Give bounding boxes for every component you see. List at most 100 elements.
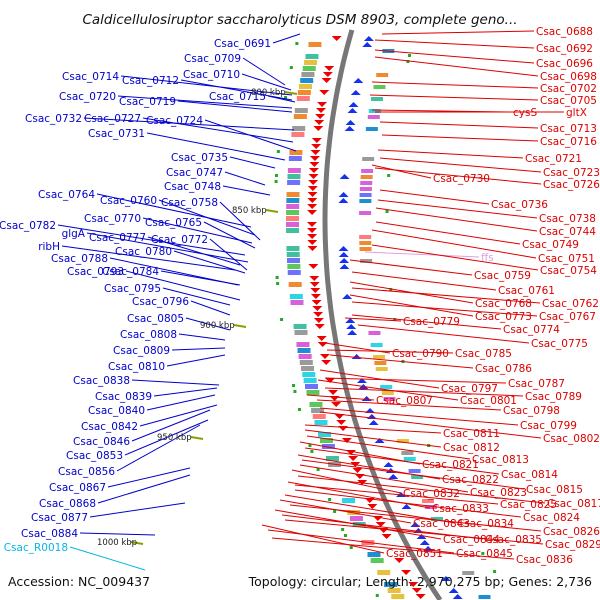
- gene-label-left[interactable]: Csac_0777: [89, 232, 146, 244]
- gene-label-right[interactable]: Csac_0851: [386, 548, 443, 560]
- gene-label-left[interactable]: Csac_0735: [171, 152, 228, 164]
- gene-label-right[interactable]: Csac_0723: [543, 167, 600, 179]
- gene-label-right[interactable]: Csac_0736: [491, 199, 548, 211]
- gene-label-left[interactable]: glgA: [62, 228, 86, 240]
- gene-label-left[interactable]: Csac_0709: [184, 53, 241, 65]
- gene-label-right[interactable]: Csac_0774: [503, 324, 560, 336]
- gene-label-left[interactable]: Csac_0712: [122, 75, 179, 87]
- gene-label-left[interactable]: Csac_0782: [0, 220, 56, 232]
- gene-label-right[interactable]: Csac_0790: [392, 348, 449, 360]
- gene-label-left[interactable]: Csac_0764: [38, 189, 95, 201]
- gene-label-right[interactable]: Csac_0836: [516, 554, 573, 566]
- gene-label-left[interactable]: Csac_0715: [209, 91, 266, 103]
- gene-label-left[interactable]: Csac_0788: [51, 253, 108, 265]
- gene-label-right[interactable]: Csac_0825: [500, 499, 557, 511]
- gene-label-left[interactable]: Csac_0810: [108, 361, 165, 373]
- gene-label-right[interactable]: cysS: [513, 107, 537, 119]
- gene-label-left[interactable]: Csac_0714: [62, 71, 119, 83]
- gene-label-left[interactable]: Csac_0770: [84, 213, 141, 225]
- gene-label-right[interactable]: Csac_0726: [543, 179, 600, 191]
- gene-label-right[interactable]: Csac_0811: [443, 428, 500, 440]
- gene-label-right[interactable]: Csac_0789: [525, 391, 582, 403]
- gene-label-left[interactable]: Csac_0867: [49, 482, 106, 494]
- gene-label-right[interactable]: Csac_0702: [540, 83, 597, 95]
- gene-label-right[interactable]: Csac_0773: [475, 311, 532, 323]
- gene-label-right[interactable]: Csac_0797: [441, 383, 498, 395]
- gene-label-left[interactable]: Csac_0720: [59, 91, 116, 103]
- gene-label-left[interactable]: Csac_0856: [58, 466, 115, 478]
- gene-label-left[interactable]: Csac_0795: [104, 283, 161, 295]
- gene-label-right[interactable]: gltX: [566, 107, 587, 119]
- gene-label-right[interactable]: Csac_0814: [501, 469, 558, 481]
- gene-label-right[interactable]: Csac_0721: [525, 153, 582, 165]
- gene-label-right[interactable]: Csac_0713: [540, 123, 597, 135]
- gene-label-right[interactable]: Csac_0730: [433, 173, 490, 185]
- gene-label-left[interactable]: ribH: [38, 241, 60, 253]
- gene-label-right[interactable]: Csac_0692: [536, 43, 593, 55]
- gene-label-right[interactable]: ffs: [481, 252, 494, 264]
- gene-label-left[interactable]: Csac_0758: [161, 197, 218, 209]
- gene-label-right[interactable]: Csac_0696: [536, 58, 593, 70]
- gene-label-left[interactable]: Csac_0838: [73, 375, 130, 387]
- gene-label-right[interactable]: Csac_0705: [540, 95, 597, 107]
- gene-label-right[interactable]: Csac_0761: [498, 285, 555, 297]
- gene-label-right[interactable]: Csac_0835: [485, 534, 542, 546]
- gene-label-right[interactable]: Csac_0698: [540, 71, 597, 83]
- gene-label-left[interactable]: Csac_0846: [73, 436, 130, 448]
- gene-label-right[interactable]: Csac_0829: [545, 539, 600, 551]
- gene-label-right[interactable]: Csac_0786: [475, 363, 532, 375]
- gene-label-left[interactable]: Csac_0877: [31, 512, 88, 524]
- gene-label-right[interactable]: Csac_0807: [376, 395, 433, 407]
- gene-label-right[interactable]: Csac_0754: [540, 265, 597, 277]
- gene-label-right[interactable]: Csac_0768: [475, 298, 532, 310]
- gene-label-right[interactable]: Csac_0749: [522, 239, 579, 251]
- gene-label-left[interactable]: Csac_0793: [67, 266, 124, 278]
- gene-label-left[interactable]: Csac_0853: [66, 450, 123, 462]
- gene-label-left[interactable]: Csac_0765: [145, 217, 202, 229]
- gene-label-right[interactable]: Csac_0844: [443, 534, 500, 546]
- gene-label-right[interactable]: Csac_0744: [539, 226, 596, 238]
- gene-label-left[interactable]: Csac_0760: [100, 195, 157, 207]
- gene-label-right[interactable]: Csac_0833: [432, 503, 489, 515]
- gene-label-right[interactable]: Csac_0822: [442, 474, 499, 486]
- gene-label-right[interactable]: Csac_0716: [540, 136, 597, 148]
- gene-label-left[interactable]: Csac_0805: [127, 313, 184, 325]
- gene-label-right[interactable]: Csac_0832: [403, 488, 460, 500]
- gene-label-right[interactable]: Csac_0775: [531, 338, 588, 350]
- gene-label-right[interactable]: Csac_0801: [460, 395, 517, 407]
- gene-label-right[interactable]: Csac_0815: [526, 484, 583, 496]
- gene-label-right[interactable]: Csac_0812: [443, 442, 500, 454]
- gene-label-left[interactable]: Csac_0842: [81, 421, 138, 433]
- gene-label-right[interactable]: Csac_0787: [508, 378, 565, 390]
- gene-label-right[interactable]: Csac_0759: [474, 270, 531, 282]
- gene-label-left[interactable]: Csac_0808: [120, 329, 177, 341]
- gene-label-right[interactable]: Csac_0824: [523, 512, 580, 524]
- gene-label-right[interactable]: Csac_0767: [539, 311, 596, 323]
- gene-label-left[interactable]: Csac_0710: [183, 69, 240, 81]
- gene-label-left[interactable]: Csac_0796: [132, 296, 189, 308]
- gene-label-left[interactable]: Csac_0727: [84, 113, 141, 125]
- gene-label-right[interactable]: Csac_0823: [470, 487, 527, 499]
- gene-label-right[interactable]: Csac_0845: [456, 548, 513, 560]
- gene-label-right[interactable]: Csac_0834: [457, 518, 514, 530]
- gene-label-right[interactable]: Csac_0826: [543, 526, 600, 538]
- gene-label-right[interactable]: Csac_0802: [543, 433, 600, 445]
- gene-label-left[interactable]: Csac_0719: [119, 96, 176, 108]
- gene-label-left[interactable]: Csac_0732: [25, 113, 82, 125]
- gene-label-left[interactable]: Csac_0839: [95, 391, 152, 403]
- gene-label-right[interactable]: Csac_0779: [403, 316, 460, 328]
- gene-label-left[interactable]: Csac_0748: [164, 181, 221, 193]
- gene-label-right[interactable]: Csac_0799: [520, 420, 577, 432]
- gene-label-right[interactable]: Csac_0785: [455, 348, 512, 360]
- gene-label-left[interactable]: Csac_0884: [21, 528, 78, 540]
- rna-label[interactable]: Csac_R0018: [4, 542, 68, 554]
- gene-label-left[interactable]: Csac_0780: [115, 246, 172, 258]
- gene-label-right[interactable]: Csac_0817: [547, 498, 600, 510]
- gene-label-left[interactable]: Csac_0747: [166, 167, 223, 179]
- gene-label-left[interactable]: Csac_0772: [151, 234, 208, 246]
- gene-label-left[interactable]: Csac_0691: [214, 38, 271, 50]
- gene-label-left[interactable]: Csac_0868: [39, 498, 96, 510]
- gene-label-right[interactable]: Csac_0843: [413, 518, 470, 530]
- gene-label-right[interactable]: Csac_0738: [539, 213, 596, 225]
- gene-label-right[interactable]: Csac_0751: [538, 253, 595, 265]
